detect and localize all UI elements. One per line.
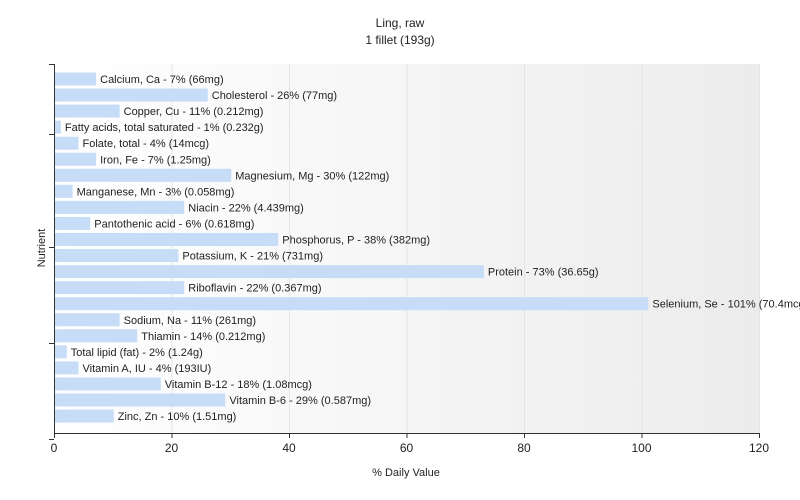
bar-data-label: Protein - 73% (36.65g) <box>488 267 599 279</box>
x-axis-title: % Daily Value <box>372 467 440 479</box>
bar <box>55 104 120 118</box>
bar-data-label: Vitamin B-6 - 29% (0.587mg) <box>229 395 371 407</box>
bar-data-label: Niacin - 22% (4.439mg) <box>188 202 304 214</box>
bar <box>55 329 138 343</box>
chart-title: Ling, raw <box>376 16 425 30</box>
grid-lines <box>171 64 760 433</box>
bar-data-label: Cholesterol - 26% (77mg) <box>212 90 337 102</box>
bar-data-label: Riboflavin - 22% (0.367mg) <box>188 283 321 295</box>
bar <box>55 216 91 230</box>
bar <box>55 313 120 327</box>
x-tick-label: 100 <box>631 441 651 455</box>
bar <box>55 265 484 279</box>
bar <box>55 136 79 150</box>
bar <box>55 345 67 359</box>
bar <box>55 393 226 407</box>
bar-data-label: Copper, Cu - 11% (0.212mg) <box>124 106 264 118</box>
chart-subtitle: 1 fillet (193g) <box>365 33 434 47</box>
bar-data-label: Manganese, Mn - 3% (0.058mg) <box>77 186 235 198</box>
bar-data-label: Phosphorus, P - 38% (382mg) <box>282 235 430 247</box>
bar-data-label: Vitamin B-12 - 18% (1.08mcg) <box>165 379 312 391</box>
bar <box>55 120 61 134</box>
bar-data-label: Calcium, Ca - 7% (66mg) <box>100 74 223 86</box>
bar <box>55 281 185 295</box>
bar <box>55 184 73 198</box>
bar-data-label: Fatty acids, total saturated - 1% (0.232… <box>65 122 264 134</box>
axes: 0 20 40 60 80 100 120 <box>49 64 769 455</box>
bar-data-label: Magnesium, Mg - 30% (122mg) <box>235 170 389 182</box>
bar-data-label: Vitamin A, IU - 4% (193IU) <box>83 363 212 375</box>
x-tick-label: 20 <box>165 441 179 455</box>
bar-data-label: Thiamin - 14% (0.212mg) <box>141 331 265 343</box>
x-tick-label: 120 <box>749 441 769 455</box>
x-tick-label: 40 <box>282 441 296 455</box>
bars <box>55 72 649 423</box>
bar-data-label: Pantothenic acid - 6% (0.618mg) <box>94 218 254 230</box>
bar <box>55 361 79 375</box>
bar <box>55 377 161 391</box>
bar <box>55 88 208 102</box>
bar-data-label: Iron, Fe - 7% (1.25mg) <box>100 154 211 166</box>
bar-data-label: Zinc, Zn - 10% (1.51mg) <box>118 411 237 423</box>
bar <box>55 249 179 263</box>
bar <box>55 152 97 166</box>
bar <box>55 200 185 214</box>
bar-data-label: Folate, total - 4% (14mcg) <box>83 138 210 150</box>
bar-data-label: Sodium, Na - 11% (261mg) <box>124 315 256 327</box>
y-axis-title: Nutrient <box>36 229 48 268</box>
bar <box>55 233 279 246</box>
x-tick-label: 0 <box>51 441 58 455</box>
bar <box>55 168 232 182</box>
bar-labels: Calcium, Ca - 7% (66mg) Cholesterol - 26%… <box>65 74 800 423</box>
bar <box>55 409 114 423</box>
bar-data-label: Selenium, Se - 101% (70.4mcg) <box>652 299 800 311</box>
x-tick-label: 80 <box>517 441 531 455</box>
x-tick-label: 60 <box>400 441 414 455</box>
bar-data-label: Potassium, K - 21% (731mg) <box>182 251 323 263</box>
bar-data-label: Total lipid (fat) - 2% (1.24g) <box>71 347 203 359</box>
bar <box>55 72 97 86</box>
bar <box>55 297 649 311</box>
